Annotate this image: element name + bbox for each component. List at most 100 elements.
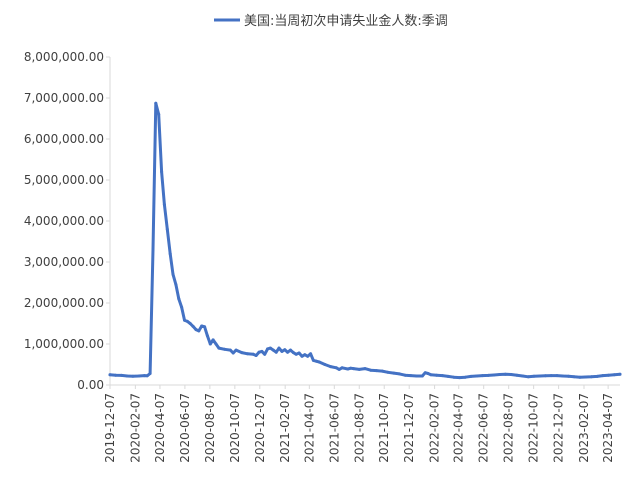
- data-point: [544, 374, 547, 378]
- x-tick-label: 2021-08-07: [352, 393, 366, 463]
- data-point: [142, 374, 146, 378]
- x-tick-label: 2020-10-07: [228, 393, 242, 463]
- data-point: [589, 375, 593, 379]
- x-tick-label: 2020-02-07: [128, 393, 142, 463]
- x-tick-label: 2022-06-07: [477, 393, 491, 463]
- data-point: [205, 334, 209, 338]
- x-tick-label: 2022-02-07: [428, 393, 442, 463]
- data-point: [211, 338, 215, 342]
- y-axis: 0.00 1,000,000.00 2,000,000.00 3,000,000.00…: [24, 50, 111, 392]
- x-tick-label: 2023-02-07: [577, 393, 591, 463]
- data-point: [415, 374, 419, 378]
- y-tick-label: 6,000,000.00: [24, 132, 104, 146]
- data-point: [297, 351, 301, 355]
- data-point: [595, 374, 599, 378]
- data-point: [440, 374, 444, 378]
- data-point: [458, 376, 462, 380]
- x-tick-label: 2021-12-07: [402, 393, 416, 463]
- data-point: [334, 366, 338, 370]
- x-tick-label: 2021-04-07: [302, 393, 316, 463]
- data-point: [538, 374, 542, 378]
- data-point: [277, 346, 281, 350]
- data-point: [549, 374, 553, 378]
- data-point: [526, 375, 530, 379]
- x-axis: 2019-12-07 2020-02-07 2020-04-07 2020-06-07…: [103, 384, 620, 463]
- series-line: [108, 101, 622, 380]
- data-point: [120, 373, 123, 377]
- data-point: [375, 369, 378, 373]
- data-point: [271, 348, 275, 352]
- data-point: [392, 371, 396, 375]
- data-point: [254, 354, 258, 357]
- data-point: [503, 372, 507, 376]
- data-point: [349, 366, 353, 370]
- data-point: [197, 329, 201, 333]
- data-point: [386, 370, 390, 374]
- data-point: [329, 365, 333, 369]
- data-point: [532, 374, 536, 378]
- data-point: [162, 203, 166, 207]
- y-tick-label: 8,000,000.00: [24, 50, 104, 64]
- y-tick-label: 5,000,000.00: [24, 173, 104, 187]
- data-point: [323, 363, 327, 366]
- data-point: [289, 348, 292, 352]
- data-point: [194, 328, 198, 332]
- data-point: [291, 351, 295, 355]
- data-point: [214, 342, 218, 346]
- x-tick-label: 2020-12-07: [253, 393, 267, 463]
- data-point: [403, 373, 407, 377]
- data-point: [498, 373, 502, 376]
- data-point: [423, 371, 427, 375]
- data-point: [463, 375, 467, 379]
- y-tick-label: 0.00: [77, 378, 104, 392]
- x-tick-label: 2022-10-07: [527, 393, 541, 463]
- data-point: [515, 373, 519, 377]
- data-point: [234, 348, 238, 352]
- data-point: [171, 272, 175, 276]
- data-point: [151, 248, 155, 252]
- data-point: [260, 349, 264, 353]
- data-point: [200, 324, 204, 328]
- y-tick-label: 7,000,000.00: [24, 91, 104, 105]
- data-point: [426, 372, 430, 375]
- data-point: [246, 352, 249, 356]
- data-point: [363, 367, 367, 371]
- data-point: [409, 374, 413, 378]
- data-point: [369, 368, 373, 372]
- data-point: [452, 375, 456, 379]
- x-tick-label: 2021-06-07: [327, 393, 341, 463]
- data-point: [306, 354, 310, 358]
- data-point: [160, 170, 164, 174]
- data-point: [607, 373, 610, 377]
- data-point: [566, 374, 570, 378]
- data-point: [148, 372, 152, 375]
- x-tick-label: 2022-04-07: [452, 393, 466, 463]
- data-point: [131, 374, 135, 378]
- data-point: [561, 374, 565, 378]
- data-point: [294, 352, 298, 356]
- data-point: [145, 374, 149, 378]
- x-tick-label: 2022-08-07: [502, 393, 516, 463]
- data-point: [446, 374, 450, 378]
- x-tick-label: 2021-02-07: [278, 393, 292, 463]
- data-point: [203, 325, 207, 329]
- data-point: [208, 342, 212, 346]
- data-point: [486, 373, 490, 377]
- data-point: [492, 373, 496, 377]
- data-point: [154, 101, 158, 105]
- data-point: [317, 360, 321, 364]
- x-tick-label: 2021-10-07: [377, 393, 391, 463]
- data-point: [223, 347, 227, 351]
- data-point: [174, 283, 178, 287]
- data-point: [618, 372, 622, 376]
- data-point: [578, 375, 582, 379]
- data-point: [114, 373, 118, 377]
- data-point: [180, 305, 184, 309]
- data-point: [521, 374, 525, 378]
- data-point: [555, 374, 559, 378]
- data-point: [228, 348, 232, 352]
- data-point: [274, 350, 278, 354]
- data-point: [429, 373, 433, 377]
- data-point: [346, 367, 350, 371]
